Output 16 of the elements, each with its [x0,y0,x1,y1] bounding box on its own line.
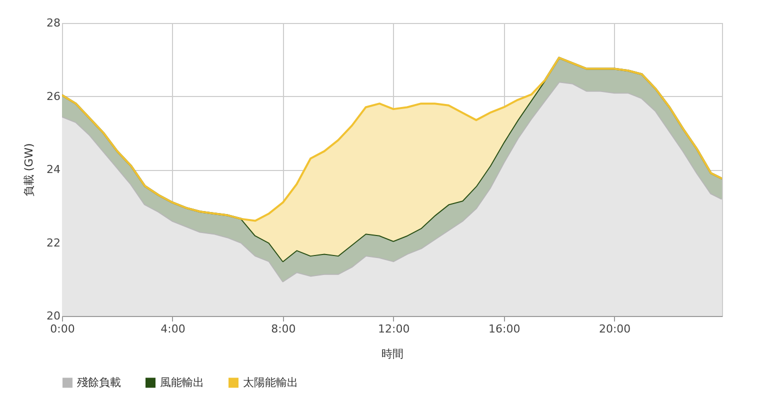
y-tick-label: 26 [46,90,60,103]
x-tick-label: 0:00 [50,322,75,336]
y-tick-label: 22 [46,236,60,250]
legend-label: 風能輸出 [160,376,204,389]
x-tick-label: 8:00 [271,322,296,336]
x-tick-label: 4:00 [160,322,186,336]
x-axis-title: 時間 [382,348,404,360]
legend-label: 太陽能輸出 [243,376,298,389]
y-tick-label: 28 [46,16,60,30]
legend-label: 殘餘負載 [77,376,121,389]
y-axis-title: 負載 (GW) [22,143,36,197]
x-tick-label: 12:00 [378,322,410,336]
x-tick-label: 20:00 [598,322,631,336]
y-tick-label: 20 [46,310,60,322]
y-tick-label: 24 [46,163,60,176]
x-tick-label: 16:00 [488,322,520,336]
